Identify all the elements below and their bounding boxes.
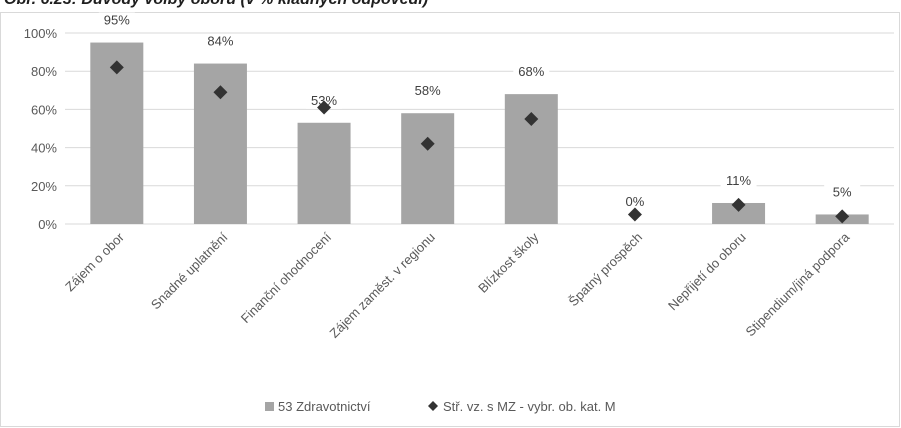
bar-label-bg [824,184,861,201]
x-tick-label: Špatný prospěch [565,230,645,310]
bar-label: 11% [726,173,751,188]
bar-label-bg [513,64,550,81]
marker [420,136,435,151]
marker [731,197,746,212]
y-tick-label: 100% [24,26,58,41]
bar [712,202,766,224]
bar-label-bg [202,33,239,50]
gridlines [65,32,894,225]
bar-label-bg [720,172,757,189]
x-tick-label: Zájem zaměst. v regionu [327,230,438,341]
bar-label: 53% [311,93,337,108]
marker [627,207,642,222]
figure-caption: Obr. 6.23: Důvody volby oboru (v % kladn… [4,0,428,9]
legend: 53 Zdravotnictví Stř. vz. s MZ - vybr. o… [265,399,616,414]
x-tick-label: Blízkost školy [475,229,542,296]
marker [317,100,332,115]
legend-swatch-bar [265,402,274,411]
bar-label-bg [409,83,446,100]
marker [835,209,850,224]
legend-label-bar: 53 Zdravotnictví [278,399,371,414]
x-tick-label: Zájem o obor [62,229,127,294]
y-tick-label: 80% [31,64,57,79]
marker-series [109,60,850,224]
bar-label-bg [98,12,135,29]
bar [297,122,351,224]
bar-series [90,42,869,225]
marker [524,111,539,126]
y-axis-ticks: 0% 20% 40% 60% 80% 100% [24,26,58,232]
legend-swatch-marker [428,401,438,411]
bar-label: 84% [207,34,233,49]
y-tick-label: 0% [38,217,57,232]
x-axis-ticks: Zájem o obor Snadné uplatnění Finanční oho… [62,229,853,341]
marker [213,85,228,100]
legend-label-marker: Stř. vz. s MZ - vybr. ob. kat. M [443,399,616,414]
bar-label: 58% [415,83,441,98]
x-tick-label: Stipendium/jiná podpora [743,229,853,339]
bar-label: 5% [833,184,852,199]
bar-label: 68% [518,64,544,79]
y-tick-label: 20% [31,179,57,194]
bar-label: 0% [626,194,645,209]
x-tick-label: Finanční ohodnocení [238,229,335,326]
bar-data-labels: 95% 84% 53% 58% 68% 0% 11% 5% [98,12,861,210]
y-tick-label: 60% [31,102,57,117]
bar-label-bg [616,194,653,210]
bar-label: 95% [104,13,130,28]
marker [109,60,124,75]
x-tick-label: Nepřijetí do oboru [665,230,749,314]
bar [401,113,455,224]
x-tick-label: Snadné uplatnění [148,229,231,312]
y-tick-label: 40% [31,141,57,156]
